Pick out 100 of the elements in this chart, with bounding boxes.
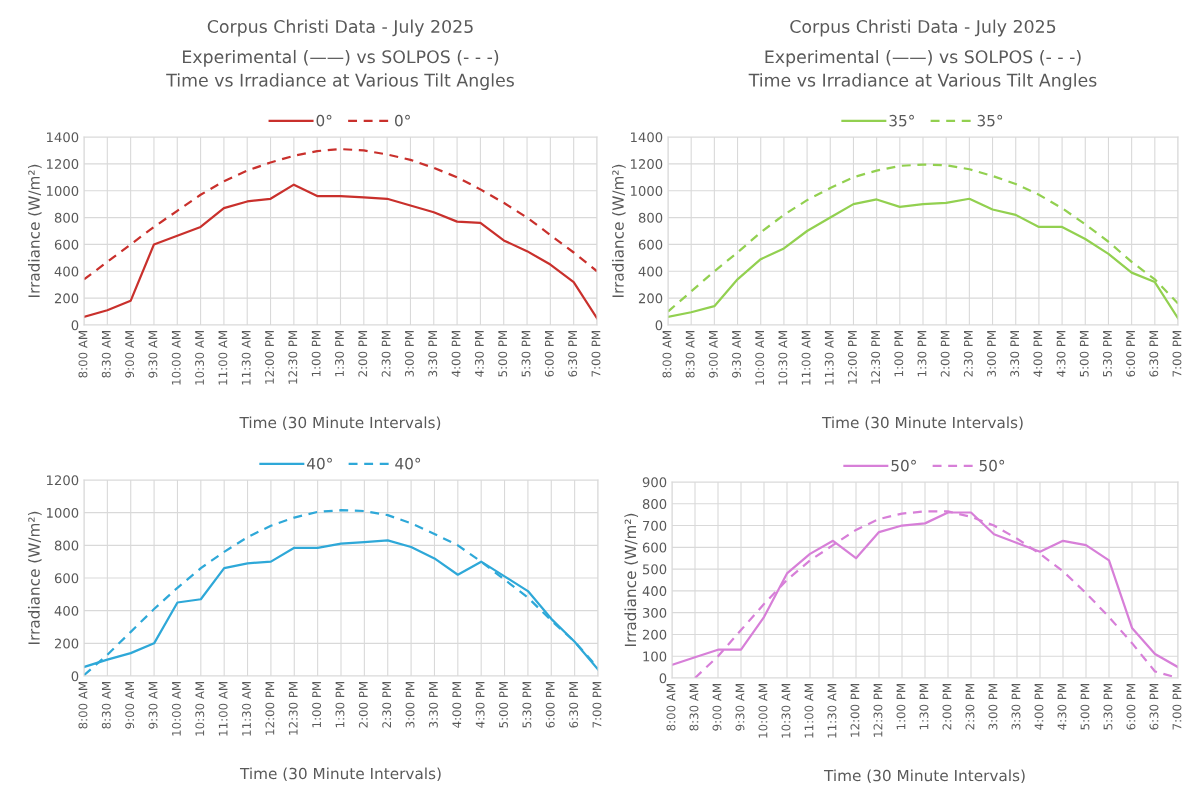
x-tick-label: 10:30 AM [195,331,205,385]
x-tick-label: 11:00 AM [218,331,228,385]
x-tick-label: 8:00 AM [78,682,88,729]
x-tick-label: 1:30 PM [919,684,929,730]
chart-title: Corpus Christi Data - July 2025 [790,19,1056,37]
x-tick-label: 7:00 PM [591,331,601,377]
x-tick-label: 12:30 PM [288,682,298,735]
x-tick-label: 11:30 AM [827,684,837,738]
y-tick-label: 600 [54,239,79,250]
x-tick-label: 10:00 AM [758,684,768,738]
y-tick-label: 500 [642,564,667,575]
y-tick-label: 400 [54,605,79,616]
legend-label: 35° [889,114,914,127]
x-tick-label: 10:30 AM [195,682,205,736]
y-tick-label: 1000 [47,185,79,196]
x-tick-label: 12:00 PM [265,682,275,735]
x-tick-label: 1:30 PM [917,331,927,377]
x-tick-label: 6:00 PM [1126,331,1136,377]
y-tick-label: 600 [54,573,79,584]
x-tick-label: 9:30 AM [148,682,158,729]
y-tick-label: 800 [54,212,79,223]
x-tick-label: 12:30 PM [871,331,881,384]
x-tick-label: 6:30 PM [568,331,578,377]
x-tick-label: 4:30 PM [474,331,484,377]
y-tick-label: 300 [642,607,667,618]
x-tick-label: 9:30 AM [148,331,158,378]
x-tick-label: 4:00 PM [452,682,462,728]
x-tick-label: 7:00 PM [1172,331,1182,377]
x-tick-label: 4:00 PM [1034,684,1044,730]
x-tick-label: 5:30 PM [522,682,532,728]
x-tick-label: 7:00 PM [592,682,602,728]
legend-label: 40° [395,457,421,470]
x-axis-title: Time (30 Minute Intervals) [239,767,441,782]
x-tick-label: 1:30 PM [335,331,344,377]
x-tick-label: 6:30 PM [1149,684,1159,730]
x-tick-label: 5:30 PM [1102,331,1112,377]
y-tick-label: 200 [54,638,79,649]
x-tick-label: 8:30 AM [101,331,111,378]
x-tick-label: 3:30 PM [428,331,438,377]
y-tick-label: 100 [643,651,667,662]
x-tick-label: 8:30 AM [101,682,111,729]
y-axis-title: Irradiance (W/m²) [624,513,639,646]
x-tick-label: 1:00 PM [896,684,906,730]
legend-label: 50° [979,459,1005,472]
y-tick-label: 600 [642,542,667,553]
x-tick-label: 11:00 AM [801,331,811,385]
x-tick-label: 12:30 PM [288,331,298,384]
x-tick-label: 11:30 AM [241,331,251,385]
y-tick-label: 700 [643,520,667,531]
y-axis-title: Irradiance (W/m²) [28,511,42,644]
x-tick-label: 10:00 AM [171,682,181,736]
x-tick-label: 11:00 AM [804,684,814,738]
x-tick-label: 10:30 AM [778,331,788,385]
x-tick-label: 1:00 PM [311,331,321,377]
y-tick-label: 800 [638,212,663,223]
x-tick-label: 7:00 PM [1172,684,1182,730]
legend-label: 0° [316,114,332,127]
y-tick-label: 200 [54,293,79,304]
x-axis-title: Time (30 Minute Intervals) [821,416,1023,431]
x-tick-label: 12:00 PM [265,331,274,384]
x-tick-label: 2:00 PM [358,331,368,377]
x-tick-label: 12:00 PM [850,684,860,737]
x-tick-label: 1:00 PM [312,682,322,728]
x-tick-label: 1:30 PM [335,682,345,728]
chart-title: Corpus Christi Data - July 2025 [207,19,473,37]
x-tick-label: 10:00 AM [171,331,181,385]
x-tick-label: 6:00 PM [544,331,554,377]
x-axis-title: Time (30 Minute Intervals) [823,769,1025,784]
y-tick-label: 0 [71,671,79,682]
y-tick-label: 0 [655,320,663,331]
y-tick-label: 1200 [47,159,79,170]
x-tick-label: 9:00 AM [125,682,135,729]
x-tick-label: 3:00 PM [988,684,998,730]
x-tick-label: 5:00 PM [499,682,508,728]
x-tick-label: 2:30 PM [382,682,392,728]
legend-label: 0° [394,114,410,127]
legend-label: 50° [891,459,916,472]
x-tick-label: 11:30 AM [824,331,834,385]
x-tick-label: 3:00 PM [404,331,414,377]
x-tick-label: 4:00 PM [1033,331,1043,377]
y-axis-title: Irradiance (W/m²) [28,164,42,297]
x-tick-label: 9:00 AM [125,331,135,378]
x-tick-label: 2:00 PM [940,331,950,377]
x-tick-label: 12:00 PM [847,331,857,384]
y-tick-label: 1200 [631,159,663,170]
x-tick-label: 6:30 PM [1149,331,1159,377]
x-tick-label: 8:00 AM [662,331,672,378]
y-tick-label: 400 [642,586,667,597]
x-tick-label: 4:30 PM [1057,684,1067,730]
x-tick-label: 3:30 PM [428,682,438,728]
x-tick-label: 5:00 PM [498,331,508,377]
y-tick-label: 0 [71,320,79,331]
x-tick-label: 3:00 PM [987,331,996,377]
y-axis-title: Irradiance (W/m²) [612,164,626,297]
x-tick-label: 5:30 PM [1103,684,1113,730]
x-tick-label: 6:30 PM [569,682,579,728]
x-tick-label: 5:00 PM [1079,331,1089,377]
y-tick-label: 600 [638,239,663,250]
x-tick-label: 6:00 PM [545,682,555,728]
x-tick-label: 2:30 PM [381,331,391,377]
